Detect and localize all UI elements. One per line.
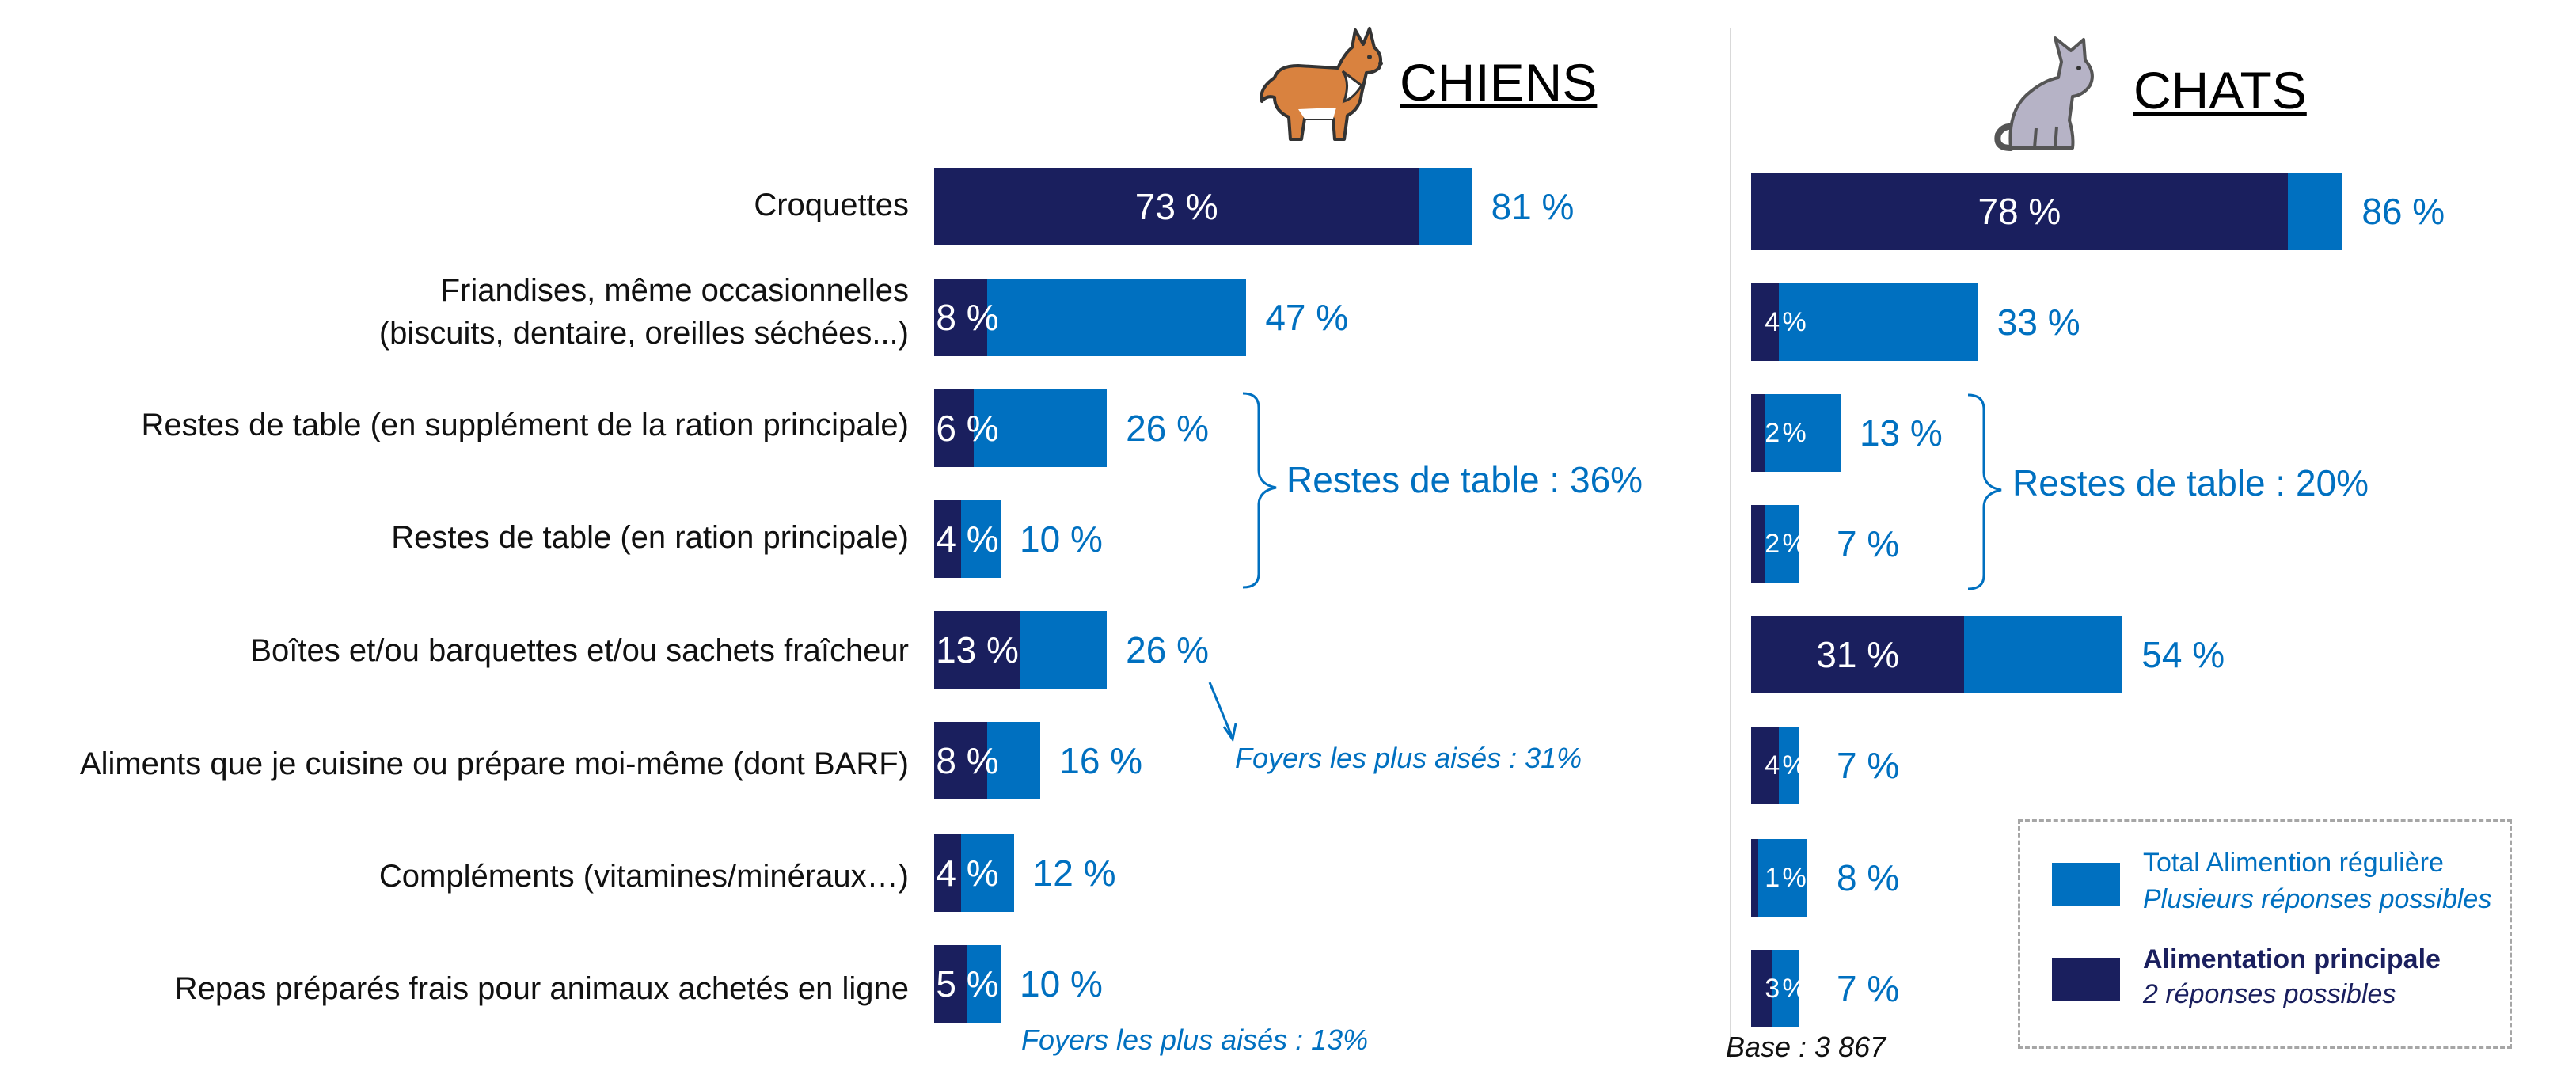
- legend-swatch-total: [2052, 863, 2120, 906]
- bar-main: [934, 611, 1021, 689]
- data-label-total: 26 %: [1126, 629, 1209, 670]
- bar-main: [934, 279, 988, 356]
- data-label-total: 7 %: [1837, 523, 1900, 564]
- data-label-main: 4 %: [936, 852, 999, 894]
- panel-title-dogs: CHIENS: [1400, 53, 1598, 112]
- data-label-total: 26 %: [1126, 408, 1209, 449]
- legend: Total Alimention régulière Plusieurs rép…: [2018, 819, 2512, 1049]
- data-label-main: 5 %: [936, 963, 999, 1004]
- data-label-main: 13 %: [936, 629, 1019, 670]
- category-label: Repas préparés frais pour animaux acheté…: [174, 971, 909, 1006]
- bar-main: [1751, 616, 1965, 693]
- data-label-main: 4 %: [1765, 307, 1807, 337]
- data-label-main: 2 %: [1765, 529, 1807, 559]
- bar-main: [934, 945, 967, 1023]
- category-label: Friandises, même occasionnelles (biscuit…: [378, 273, 909, 351]
- data-label-main: 8 %: [936, 740, 999, 781]
- bar-main: [934, 500, 961, 578]
- bracket-cats: [1967, 393, 2002, 590]
- note-affluent-meals: Foyers les plus aisés : 13%: [1021, 1023, 1369, 1056]
- sitting-cat-icon: [1994, 36, 2094, 151]
- bar-main: [1751, 839, 1758, 917]
- bar-total: [1751, 394, 1841, 472]
- bar-main: [1751, 950, 1772, 1027]
- category-label: Restes de table (en ration principale): [391, 520, 909, 555]
- bar-main: [1751, 283, 1779, 361]
- data-label-total: 7 %: [1837, 745, 1900, 786]
- data-label-total: 8 %: [1837, 857, 1900, 898]
- category-label: Croquettes: [754, 188, 909, 222]
- note-arrow-head: [1222, 723, 1237, 742]
- base-note: Base : 3 867: [1726, 1031, 1886, 1063]
- panel-title-cats: CHATS: [2133, 61, 2307, 120]
- bracket-dogs: [1242, 392, 1277, 589]
- bracket-label-dogs: Restes de table : 36%: [1286, 459, 1643, 500]
- data-label-main: 4 %: [936, 518, 999, 560]
- bar-total: [1751, 839, 1807, 917]
- data-label-total: 81 %: [1491, 186, 1575, 227]
- data-label-main: 2 %: [1765, 418, 1807, 448]
- note-arrow: [1208, 682, 1233, 737]
- data-label-main: 1 %: [1765, 863, 1807, 893]
- data-label-main: 6 %: [936, 408, 999, 449]
- data-label-total: 10 %: [1020, 518, 1103, 560]
- data-label-total: 54 %: [2141, 634, 2225, 675]
- data-label-total: 12 %: [1032, 852, 1116, 894]
- bar-main: [1751, 505, 1765, 583]
- legend-main-title: Alimentation principale: [2143, 944, 2441, 974]
- data-label-main: 31 %: [1816, 634, 1900, 675]
- bar-main: [1751, 727, 1779, 804]
- data-label-main: 78 %: [1978, 191, 2061, 232]
- bar-main: [1751, 173, 2288, 250]
- data-label-total: 13 %: [1859, 412, 1943, 454]
- data-label-main: 73 %: [1134, 186, 1218, 227]
- data-label-total: 33 %: [1997, 302, 2080, 343]
- bar-main: [934, 389, 975, 467]
- bar-main: [934, 722, 988, 799]
- legend-total-sub: Plusieurs réponses possibles: [2143, 884, 2492, 914]
- data-label-main: 4 %: [1765, 750, 1807, 780]
- data-label-main: 8 %: [936, 297, 999, 338]
- bracket-label-cats: Restes de table : 20%: [2012, 462, 2369, 503]
- legend-swatch-main: [2052, 958, 2120, 1001]
- category-label: Boîtes et/ou barquettes et/ou sachets fr…: [250, 633, 909, 668]
- category-label: Restes de table (en supplément de la rat…: [141, 408, 909, 442]
- bar-main: [934, 834, 961, 912]
- legend-main-sub: 2 réponses possibles: [2143, 979, 2396, 1009]
- panel-divider: [1730, 28, 1731, 1058]
- category-label: Compléments (vitamines/minéraux…): [378, 859, 909, 894]
- bar-main: [934, 168, 1419, 245]
- data-label-total: 10 %: [1020, 963, 1103, 1004]
- data-label-total: 7 %: [1837, 968, 1900, 1009]
- bar-total: [1751, 283, 1978, 361]
- corgi-dog-icon: [1260, 27, 1383, 141]
- category-label: Aliments que je cuisine ou prépare moi-m…: [79, 746, 909, 781]
- data-label-total: 86 %: [2361, 191, 2445, 232]
- note-affluent-boxes: Foyers les plus aisés : 31%: [1235, 742, 1582, 774]
- data-label-total: 16 %: [1059, 740, 1143, 781]
- data-label-main: 3 %: [1765, 974, 1807, 1004]
- bar-main: [1751, 394, 1765, 472]
- legend-total-title: Total Alimention régulière: [2143, 848, 2444, 878]
- data-label-total: 47 %: [1265, 297, 1349, 338]
